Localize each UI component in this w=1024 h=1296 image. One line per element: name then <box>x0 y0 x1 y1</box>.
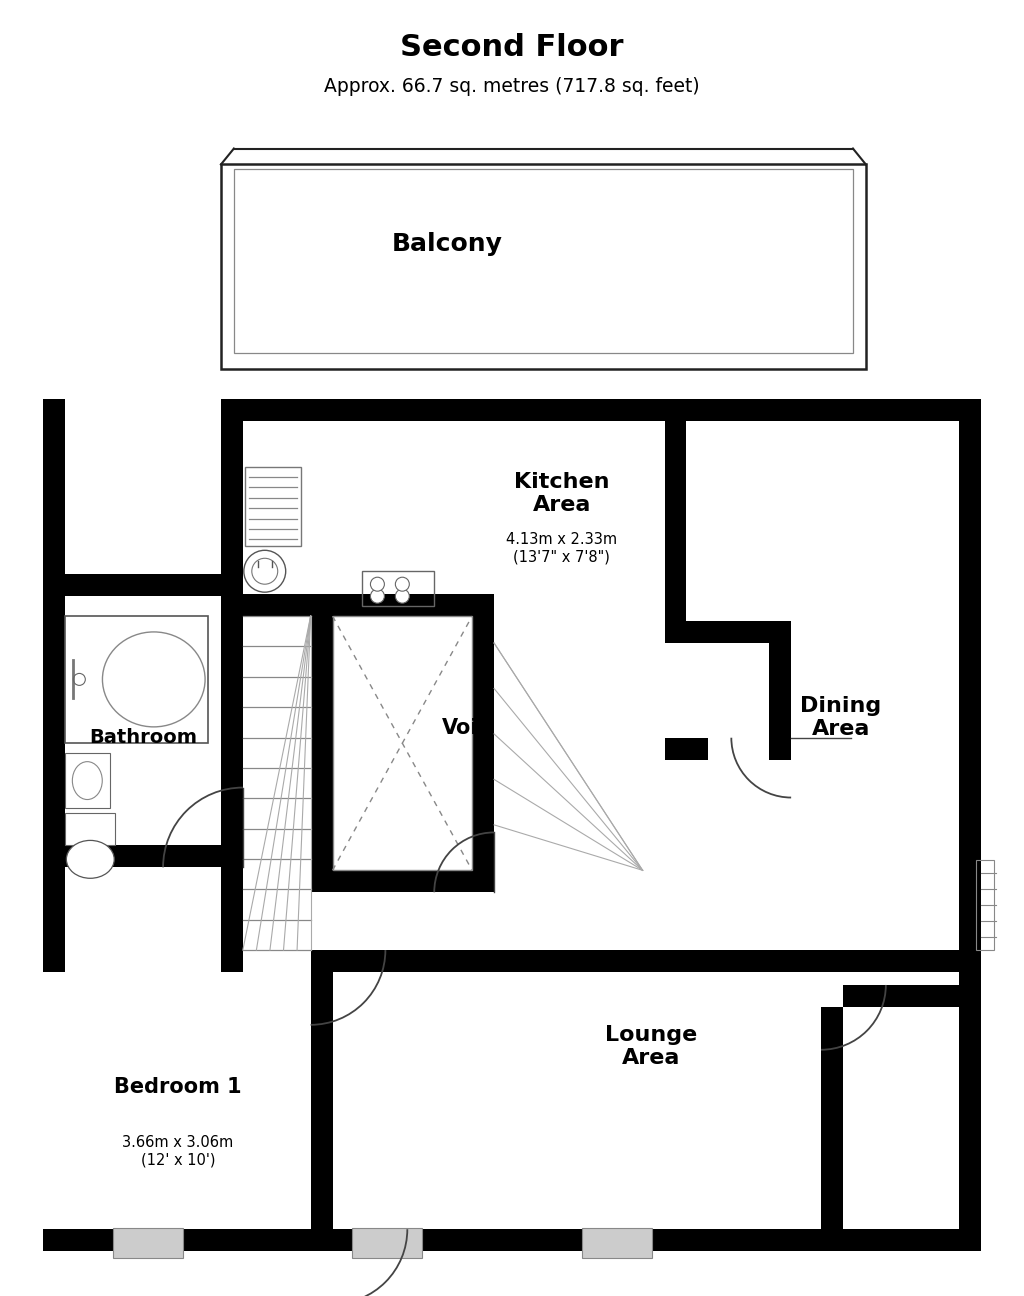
Text: 4.13m x 2.33m
(13'7" x 7'8"): 4.13m x 2.33m (13'7" x 7'8") <box>506 533 617 565</box>
Bar <box>43 845 243 867</box>
Text: Lounge
Area: Lounge Area <box>605 1025 697 1068</box>
Bar <box>665 399 686 643</box>
Bar <box>310 972 333 1251</box>
Bar <box>43 1229 981 1251</box>
Bar <box>243 594 310 616</box>
Bar <box>310 871 494 892</box>
Circle shape <box>395 577 410 591</box>
Bar <box>233 170 853 353</box>
Ellipse shape <box>67 840 115 879</box>
Bar <box>221 165 866 369</box>
Text: Second Floor: Second Floor <box>400 34 624 62</box>
Bar <box>221 867 243 972</box>
Circle shape <box>244 551 286 592</box>
Circle shape <box>371 590 384 603</box>
Bar <box>43 399 66 972</box>
Bar <box>310 594 333 892</box>
Text: Bedroom 1: Bedroom 1 <box>115 1077 242 1096</box>
Bar <box>976 861 993 950</box>
Bar <box>221 399 243 616</box>
Bar <box>665 737 709 759</box>
Bar <box>843 985 979 1007</box>
Text: Kitchen
Area: Kitchen Area <box>514 472 609 515</box>
Bar <box>221 574 243 867</box>
Circle shape <box>371 577 384 591</box>
Bar <box>821 1007 843 1251</box>
Bar <box>352 1229 422 1258</box>
Bar <box>665 399 981 421</box>
Bar <box>769 621 792 759</box>
Text: Dining
Area: Dining Area <box>801 696 882 740</box>
Bar <box>66 814 116 845</box>
Bar <box>114 1229 183 1258</box>
Bar <box>310 950 981 972</box>
Circle shape <box>395 590 410 603</box>
Bar <box>66 616 208 743</box>
Bar <box>582 1229 651 1258</box>
Text: Void: Void <box>441 718 493 737</box>
Bar <box>221 399 795 421</box>
Bar <box>472 594 494 892</box>
Text: 3.66m x 3.06m
(12' x 10'): 3.66m x 3.06m (12' x 10') <box>123 1135 233 1168</box>
Bar <box>310 594 494 616</box>
Bar <box>333 616 472 871</box>
Bar <box>958 399 981 1251</box>
Bar <box>221 399 616 421</box>
Bar <box>352 1229 422 1258</box>
Bar <box>686 621 792 643</box>
Text: Balcony: Balcony <box>392 232 503 257</box>
Bar <box>245 467 301 547</box>
Text: Bathroom: Bathroom <box>89 728 198 748</box>
Bar <box>43 574 243 596</box>
Bar <box>66 753 111 807</box>
Bar <box>582 1229 651 1258</box>
Bar <box>362 572 434 607</box>
Bar <box>114 1229 183 1258</box>
Text: Approx. 66.7 sq. metres (717.8 sq. feet): Approx. 66.7 sq. metres (717.8 sq. feet) <box>325 78 699 96</box>
